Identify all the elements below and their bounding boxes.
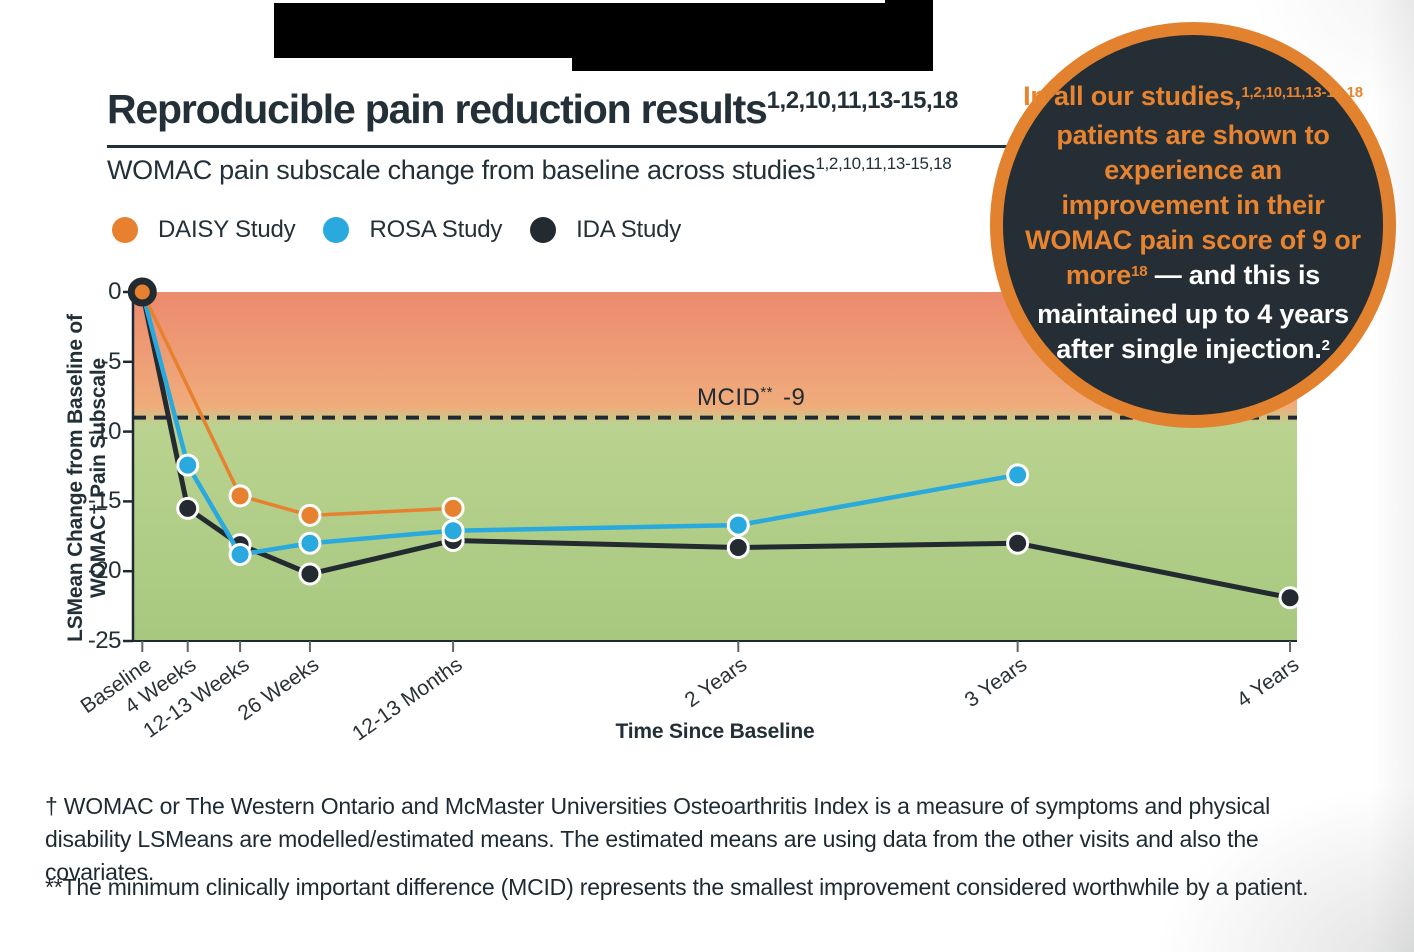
legend-dot-icon: [112, 217, 138, 243]
mcid-label: MCID** -9: [697, 384, 805, 412]
data-point-ida: [176, 496, 200, 520]
data-point-baseline-combined: [127, 277, 157, 307]
data-point-ida: [298, 562, 322, 586]
data-point-daisy: [441, 496, 465, 520]
badge-text-segment: — and this is maintained up to 4 years a…: [1037, 260, 1349, 364]
redaction-box: [572, 58, 933, 71]
title-divider: [107, 145, 1015, 148]
badge-text: In all our studies,1,2,10,11,13-15,18 pa…: [1017, 79, 1369, 371]
mcid-label-prefix: MCID: [697, 383, 761, 411]
data-point-ida: [1278, 586, 1302, 610]
page-title: Reproducible pain reduction results1,2,1…: [107, 86, 958, 133]
series-line-daisy: [140, 291, 454, 518]
y-tick-label: 0: [108, 278, 121, 305]
plot-svg: [123, 277, 1302, 652]
y-axis-title-line2: WOMAC† Pain Subscale: [87, 358, 110, 598]
x-tick-labels: Baseline 4 Weeks 12-13 Weeks 26 Weeks 12-13 …: [76, 653, 1303, 746]
chart-subtitle-refs: 1,2,10,11,13-15,18: [815, 154, 952, 173]
y-tick-label: -20: [87, 557, 122, 585]
data-point-daisy: [298, 503, 322, 527]
legend-item-label: DAISY Study: [158, 216, 296, 243]
x-tick-label: 4 Years: [1232, 653, 1304, 713]
y-tick-label: -10: [87, 417, 122, 445]
page-title-refs: 1,2,10,11,13-15,18: [766, 87, 959, 114]
footnote-womac: † WOMAC or The Western Ontario and McMas…: [45, 793, 1270, 885]
page-title-text: Reproducible pain reduction results: [107, 86, 768, 132]
chart-subtitle: WOMAC pain subscale change from baseline…: [107, 154, 952, 186]
legend-item-daisy: DAISY Study: [112, 216, 296, 244]
data-point-rosa: [298, 531, 322, 555]
footnote-mcid: **The minimum clinically important diffe…: [45, 874, 1309, 900]
data-point-rosa: [726, 513, 750, 537]
data-point-daisy: [228, 484, 252, 508]
data-point-rosa: [1006, 463, 1030, 487]
info-badge: In all our studies,1,2,10,11,13-15,18 pa…: [990, 22, 1396, 428]
y-axis-title: LSMean Change from Baseline of WOMAC† Pa…: [64, 268, 110, 688]
mcid-label-asterisks: **: [760, 383, 774, 401]
data-point-rosa: [228, 542, 252, 566]
x-tick-label: 2 Years: [680, 653, 752, 713]
legend: DAISY Study ROSA Study IDA Study: [112, 216, 681, 244]
badge-text-segment: 18: [1131, 262, 1148, 280]
legend-item-rosa: ROSA Study: [323, 216, 502, 244]
badge-text-segment: 2: [1321, 336, 1330, 354]
legend-item-ida: IDA Study: [530, 216, 681, 244]
legend-item-label: ROSA Study: [369, 216, 503, 243]
legend-item-label: IDA Study: [576, 216, 682, 243]
badge-text-segment: patients are shown to experience an impr…: [1025, 120, 1361, 290]
y-axis-title-line1: LSMean Change from Baseline of: [64, 314, 87, 642]
data-point-rosa: [441, 519, 465, 543]
y-tick-labels: 0 -5 -10 -15 -20 -25: [71, 278, 122, 654]
badge-text-segment: In all our studies,: [1023, 81, 1242, 111]
y-tick-label: -5: [100, 347, 122, 375]
redaction-box: [885, 0, 933, 6]
mcid-label-value: -9: [783, 383, 806, 411]
series-line-rosa: [140, 291, 1019, 557]
y-tick-label: -15: [87, 487, 122, 515]
redaction-box: [274, 3, 933, 58]
data-point-ida: [1006, 531, 1030, 555]
data-point-rosa: [176, 453, 200, 477]
legend-dot-icon: [323, 217, 350, 243]
legend-dot-icon: [530, 217, 557, 243]
data-point-ida: [726, 535, 750, 559]
chart-subtitle-text: WOMAC pain subscale change from baseline…: [107, 155, 816, 185]
x-axis-title: Time Since Baseline: [615, 720, 815, 743]
badge-text-segment: 1,2,10,11,13-15,18: [1241, 83, 1363, 101]
x-tick-label: 3 Years: [960, 653, 1031, 713]
y-tick-label: -25: [87, 627, 122, 654]
